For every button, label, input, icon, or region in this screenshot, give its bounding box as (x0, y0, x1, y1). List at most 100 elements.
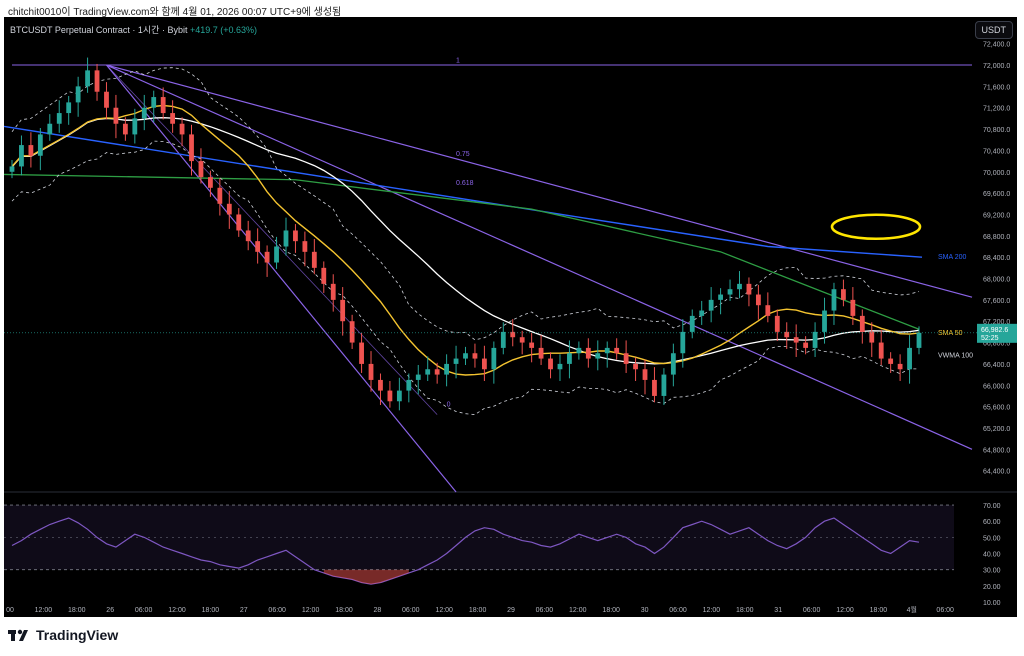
price-change: +419.7 (+0.63%) (189, 25, 258, 35)
price-tick-label: 66,800.0 (983, 341, 1010, 348)
time-tick-label: 06:00 (536, 607, 554, 614)
rsi-oversold-fill (323, 569, 409, 585)
price-chart-svg[interactable]: 72,400.0 72,000.0 71,600.0 71,200.0 70,800.0… (4, 17, 1017, 617)
time-tick-label: 31 (774, 607, 782, 614)
candle-body (595, 353, 601, 359)
rsi-tick-label: 60.00 (983, 519, 1001, 526)
time-tick-label: 18:00 (68, 607, 86, 614)
time-tick-label: 06:00 (402, 607, 420, 614)
rsi-tick-label: 20.00 (983, 584, 1001, 591)
price-tick-label: 68,000.0 (983, 277, 1010, 284)
symbol-title: BTCUSDT Perpetual Contract · 1시간 · Bybit (10, 25, 188, 35)
time-tick-label: 26 (106, 607, 114, 614)
candle-body (567, 353, 572, 364)
candle-body (47, 123, 53, 135)
candle-body (850, 299, 856, 316)
candle-body (217, 187, 223, 204)
time-tick-label: 06:00 (268, 607, 286, 614)
candle-body (519, 337, 525, 343)
candle-body (132, 118, 138, 135)
candle-body (708, 299, 714, 311)
candle-body (538, 347, 544, 359)
candle-body (510, 331, 516, 338)
time-tick-label: 30 (641, 607, 649, 614)
candle-body (28, 145, 34, 156)
time-tick-label: 06:00 (936, 607, 954, 614)
candle-body (481, 358, 487, 370)
candle-body (425, 369, 431, 375)
candle-body (822, 310, 827, 332)
time-tick-label: 12:00 (35, 607, 53, 614)
price-tick-label: 70,800.0 (983, 127, 1010, 134)
candle-body (680, 331, 686, 354)
candle-body (94, 70, 100, 92)
rsi-tick-label: 50.00 (983, 535, 1001, 542)
price-tick-label: 67,200.0 (983, 319, 1010, 326)
candle-body (349, 321, 355, 343)
symbol-legend: BTCUSDT Perpetual Contract · 1시간 · Bybit… (10, 23, 257, 36)
candle-body (491, 347, 497, 370)
price-tick-label: 68,400.0 (983, 255, 1010, 262)
candle-body (623, 353, 629, 364)
candle-body (859, 315, 865, 332)
candle-body (831, 289, 837, 311)
candle-body (226, 203, 232, 215)
yellow-annotation-ellipse (830, 213, 922, 241)
candle-body (293, 230, 298, 242)
price-tick-label: 69,600.0 (983, 191, 1010, 198)
candle-body (453, 358, 459, 364)
candle-body (321, 267, 327, 284)
time-tick-label: 12:00 (168, 607, 186, 614)
candle-body (311, 251, 317, 268)
candle-body (604, 347, 610, 354)
time-tick-label: 29 (507, 607, 515, 614)
candle-body (585, 347, 591, 359)
time-tick-label: 18:00 (736, 607, 754, 614)
price-tick-label: 65,600.0 (983, 405, 1010, 412)
indicator-label: VWMA 100 (938, 352, 973, 359)
snapshot-caption: chitchit0010이 TradingView.com와 함께 4월 01,… (8, 7, 342, 18)
time-tick-label: 18:00 (602, 607, 620, 614)
candle-body (37, 134, 43, 156)
fib-label: 0.618 (456, 180, 474, 187)
channel-steep-line (106, 64, 457, 493)
chart-panel[interactable]: 72,400.0 72,000.0 71,600.0 71,200.0 70,800.0… (4, 17, 1017, 617)
channel-upper-line (106, 64, 973, 298)
price-tick-label: 72,000.0 (983, 63, 1010, 70)
candle-body (907, 347, 912, 370)
time-tick-label: 18:00 (335, 607, 353, 614)
green-ma-line (4, 173, 920, 330)
price-tick-label: 69,200.0 (983, 212, 1010, 219)
last-price-box (977, 323, 1017, 343)
indicator-label: SMA 200 (938, 254, 967, 261)
brand-name: TradingView (36, 627, 119, 643)
price-tick-label: 68,800.0 (983, 234, 1010, 241)
candle-body (472, 353, 478, 359)
time-tick-label: 12:00 (435, 607, 453, 614)
candle-body (141, 107, 147, 119)
candle-body (670, 353, 676, 375)
candle-body (66, 102, 72, 114)
currency-button[interactable]: USDT (974, 21, 1013, 39)
candle-body (75, 86, 81, 103)
time-tick-label: 06:00 (669, 607, 687, 614)
candle-body (104, 91, 109, 108)
candle-body (387, 390, 393, 402)
price-tick-label: 71,600.0 (983, 84, 1010, 91)
candle-body (793, 337, 799, 343)
candle-body (434, 369, 440, 375)
candle-body (878, 342, 884, 359)
candle-body (56, 113, 62, 124)
price-tick-label: 67,600.0 (983, 298, 1010, 305)
candle-body (160, 97, 166, 114)
candle-body (340, 299, 346, 322)
candle-body (236, 214, 242, 231)
tradingview-logo-icon (8, 629, 28, 641)
price-tick-label: 64,400.0 (983, 469, 1010, 476)
candle-body (812, 331, 818, 348)
candle-body (151, 97, 157, 108)
candle-body (633, 363, 638, 370)
time-tick-label: 00 (6, 607, 14, 614)
candle-body (614, 347, 620, 354)
fib-label: 0 (447, 402, 451, 409)
